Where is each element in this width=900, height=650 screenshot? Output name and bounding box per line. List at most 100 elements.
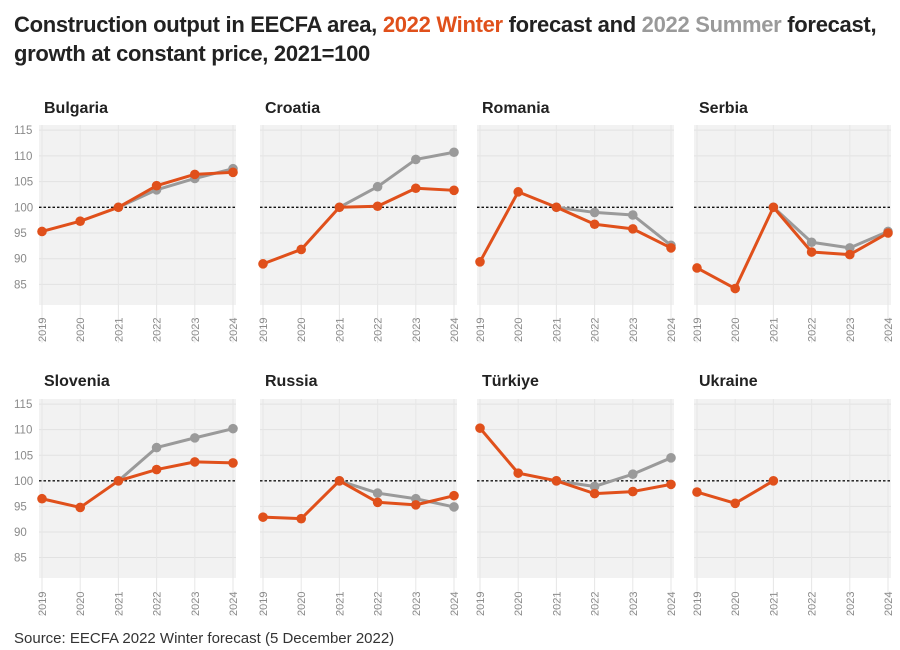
winter-forecast-point: [258, 259, 268, 269]
x-tick-label: 2019: [258, 592, 270, 616]
panel-title: Ukraine: [699, 373, 758, 390]
source-note: Source: EECFA 2022 Winter forecast (5 De…: [14, 630, 395, 647]
winter-forecast-point: [589, 488, 600, 499]
x-tick-label: 2022: [807, 592, 819, 616]
y-tick-label: 115: [14, 399, 32, 411]
winter-forecast-point: [151, 180, 162, 191]
winter-forecast-point: [730, 283, 740, 294]
summer-forecast-point: [845, 243, 855, 253]
panel-title: Türkiye: [482, 373, 539, 390]
y-tick-label: 85: [14, 279, 27, 291]
winter-forecast-point: [411, 500, 421, 510]
winter-forecast-point: [113, 202, 124, 213]
x-tick-label: 2019: [692, 318, 704, 342]
panel-croatia: 2019 2020 2021 2022 2023 2024 Croatia: [258, 100, 461, 343]
winter-forecast-point: [296, 513, 307, 524]
winter-forecast-line: [262, 186, 455, 266]
chart-title: Construction output in EECFA area, 2022 …: [14, 10, 894, 68]
winter-forecast-point: [151, 464, 162, 475]
winter-forecast-line: [478, 190, 672, 263]
y-tick-label: 100: [14, 202, 33, 214]
x-tick-label: 2021: [768, 318, 780, 342]
winter-forecast-point: [334, 202, 345, 213]
x-tick-label: 2023: [845, 592, 857, 616]
x-tick-label: 2024: [449, 592, 461, 616]
x-tick-label: 2020: [513, 592, 525, 616]
winter-forecast-line: [696, 205, 889, 291]
winter-forecast-point: [334, 476, 345, 486]
x-tick-label: 2020: [296, 592, 308, 616]
x-tick-label: 2019: [692, 592, 704, 616]
winter-forecast-point: [258, 512, 268, 522]
winter-forecast-point: [628, 486, 638, 497]
winter-forecast-point: [692, 263, 702, 273]
summer-forecast-line: [556, 456, 672, 488]
winter-forecast-point: [768, 202, 779, 213]
summer-forecast-point: [228, 423, 238, 434]
winter-forecast-point: [589, 219, 600, 230]
x-tick-label: 2022: [373, 318, 385, 342]
winter-forecast-line: [41, 460, 234, 509]
summer-forecast-point: [449, 502, 459, 512]
panel-ukraine: 2019 2020 2021 2022 2023 2024 Ukraine: [692, 373, 895, 616]
x-tick-label: 2019: [37, 318, 49, 342]
winter-forecast-point: [372, 497, 383, 508]
x-tick-label: 2020: [75, 592, 87, 616]
winter-forecast-point: [190, 169, 200, 180]
x-tick-label: 2023: [190, 318, 202, 342]
winter-forecast-point: [37, 493, 47, 504]
summer-forecast-point: [372, 488, 383, 498]
winter-forecast-point: [190, 457, 200, 467]
x-tick-label: 2024: [228, 592, 240, 616]
x-tick-label: 2022: [807, 318, 819, 342]
winter-forecast-point: [513, 187, 523, 197]
panel-title: Slovenia: [44, 373, 110, 390]
summer-forecast-point: [628, 210, 638, 220]
x-tick-label: 2020: [75, 318, 87, 342]
winter-forecast-point: [228, 458, 238, 468]
y-tick-label: 115: [14, 125, 32, 137]
y-tick-label: 95: [14, 501, 27, 513]
title-winter-highlight: 2022 Winter: [382, 12, 503, 37]
title-summer-highlight: 2022 Summer: [641, 12, 782, 37]
panel-slovenia: 85 90 95 100 105 110 115 2019 2020 2021 2022 2023 20…: [14, 373, 240, 616]
winter-forecast-point: [883, 228, 893, 238]
winter-forecast-line: [41, 170, 234, 233]
y-tick-label: 105: [14, 450, 33, 462]
y-tick-label: 90: [14, 527, 27, 539]
x-tick-label: 2019: [258, 318, 270, 342]
panel-title: Russia: [265, 373, 318, 390]
x-tick-label: 2023: [628, 592, 640, 616]
x-tick-label: 2022: [152, 592, 164, 616]
x-tick-label: 2022: [152, 318, 164, 342]
winter-forecast-point: [296, 244, 307, 255]
winter-forecast-point: [475, 423, 485, 433]
y-tick-label: 110: [14, 425, 32, 437]
x-tick-label: 2024: [666, 592, 678, 616]
winter-forecast-line: [478, 427, 672, 496]
title-part3: forecast,: [781, 12, 877, 37]
panel-background: [260, 125, 457, 305]
x-tick-label: 2024: [883, 592, 895, 616]
winter-forecast-point: [411, 183, 421, 194]
summer-forecast-point: [190, 433, 200, 443]
winter-forecast-point: [845, 249, 855, 260]
panel-background: [694, 125, 891, 305]
winter-forecast-point: [372, 201, 383, 212]
winter-forecast-line: [262, 479, 455, 521]
summer-forecast-line: [338, 479, 455, 509]
x-tick-label: 2022: [373, 592, 385, 616]
winter-forecast-point: [513, 468, 523, 478]
x-tick-label: 2020: [730, 592, 742, 616]
x-tick-label: 2022: [590, 592, 602, 616]
title-part1: Construction output in EECFA area,: [14, 12, 383, 37]
panel-background: [694, 399, 891, 578]
y-tick-label: 100: [14, 476, 33, 488]
y-tick-label: 85: [14, 553, 27, 565]
winter-forecast-point: [228, 167, 238, 178]
x-tick-label: 2024: [228, 318, 240, 342]
title-part2: forecast and: [502, 12, 642, 37]
panel-title: Bulgaria: [44, 100, 108, 117]
panel-bulgaria: 85 90 95 100 105 110 115 2019 2020 2021 2022 2023 20…: [14, 100, 240, 343]
